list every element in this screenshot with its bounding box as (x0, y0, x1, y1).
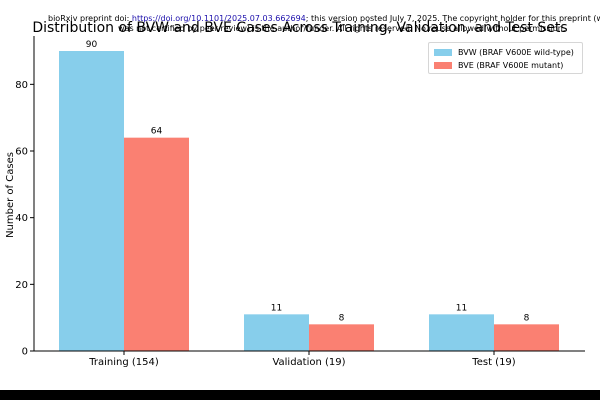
data-label-training-bve: 64 (151, 127, 163, 137)
preprint-notice: bioRxiv preprint doi: https://doi.org/10… (48, 14, 600, 34)
legend: BVW (BRAF V600E wild-type) BVE (BRAF V60… (428, 42, 583, 74)
bar-validation-bve (309, 324, 374, 351)
x-tick-label-test: Test (19) (471, 357, 515, 368)
bar-training-bve (124, 137, 189, 351)
y-tick-label-20: 20 (15, 280, 28, 291)
data-labels-layer: 90 64 11 8 11 8 (86, 40, 530, 323)
bar-validation-bvw (244, 314, 309, 351)
legend-item-bve: BVE (BRAF V600E mutant) (434, 60, 563, 70)
data-label-test-bve: 8 (524, 313, 530, 323)
data-label-test-bvw: 11 (456, 303, 467, 313)
y-tick-label-0: 0 (22, 347, 28, 358)
chart-title: Distribution of BVW and BVE Cases Across… (32, 20, 568, 36)
legend-label-bve: BVE (BRAF V600E mutant) (458, 60, 564, 70)
x-tick-label-validation: Validation (19) (272, 357, 345, 368)
data-label-validation-bve: 8 (339, 313, 345, 323)
legend-swatch-bve (434, 61, 452, 69)
preprint-suffix: ; this version posted July 7, 2025. The … (305, 14, 600, 23)
bar-test-bve (494, 324, 559, 351)
data-label-validation-bvw: 11 (271, 303, 282, 313)
legend-swatch-bvw (434, 48, 452, 56)
axes-layer: 0 20 40 60 80 Training (154) Validation (19) Te… (15, 36, 585, 368)
y-tick-label-60: 60 (15, 147, 28, 158)
preprint-line2: was not certified by peer review) is the… (118, 24, 566, 33)
preprint-prefix: bioRxiv preprint doi: (48, 14, 132, 23)
legend-label-bvw: BVW (BRAF V600E wild-type) (458, 47, 574, 57)
x-tick-label-training: Training (154) (88, 357, 159, 368)
y-axis-label: Number of Cases (5, 152, 16, 238)
y-tick-label-40: 40 (15, 213, 28, 224)
doi-link[interactable]: https://doi.org/10.1101/2025.07.03.66269… (131, 14, 306, 23)
bar-test-bvw (429, 314, 494, 351)
bottom-band (0, 390, 600, 400)
bars-layer (59, 51, 559, 351)
bar-training-bvw (59, 51, 124, 351)
y-tick-label-80: 80 (15, 80, 28, 91)
data-label-training-bvw: 90 (86, 40, 98, 50)
legend-item-bvw: BVW (BRAF V600E wild-type) (434, 47, 574, 57)
